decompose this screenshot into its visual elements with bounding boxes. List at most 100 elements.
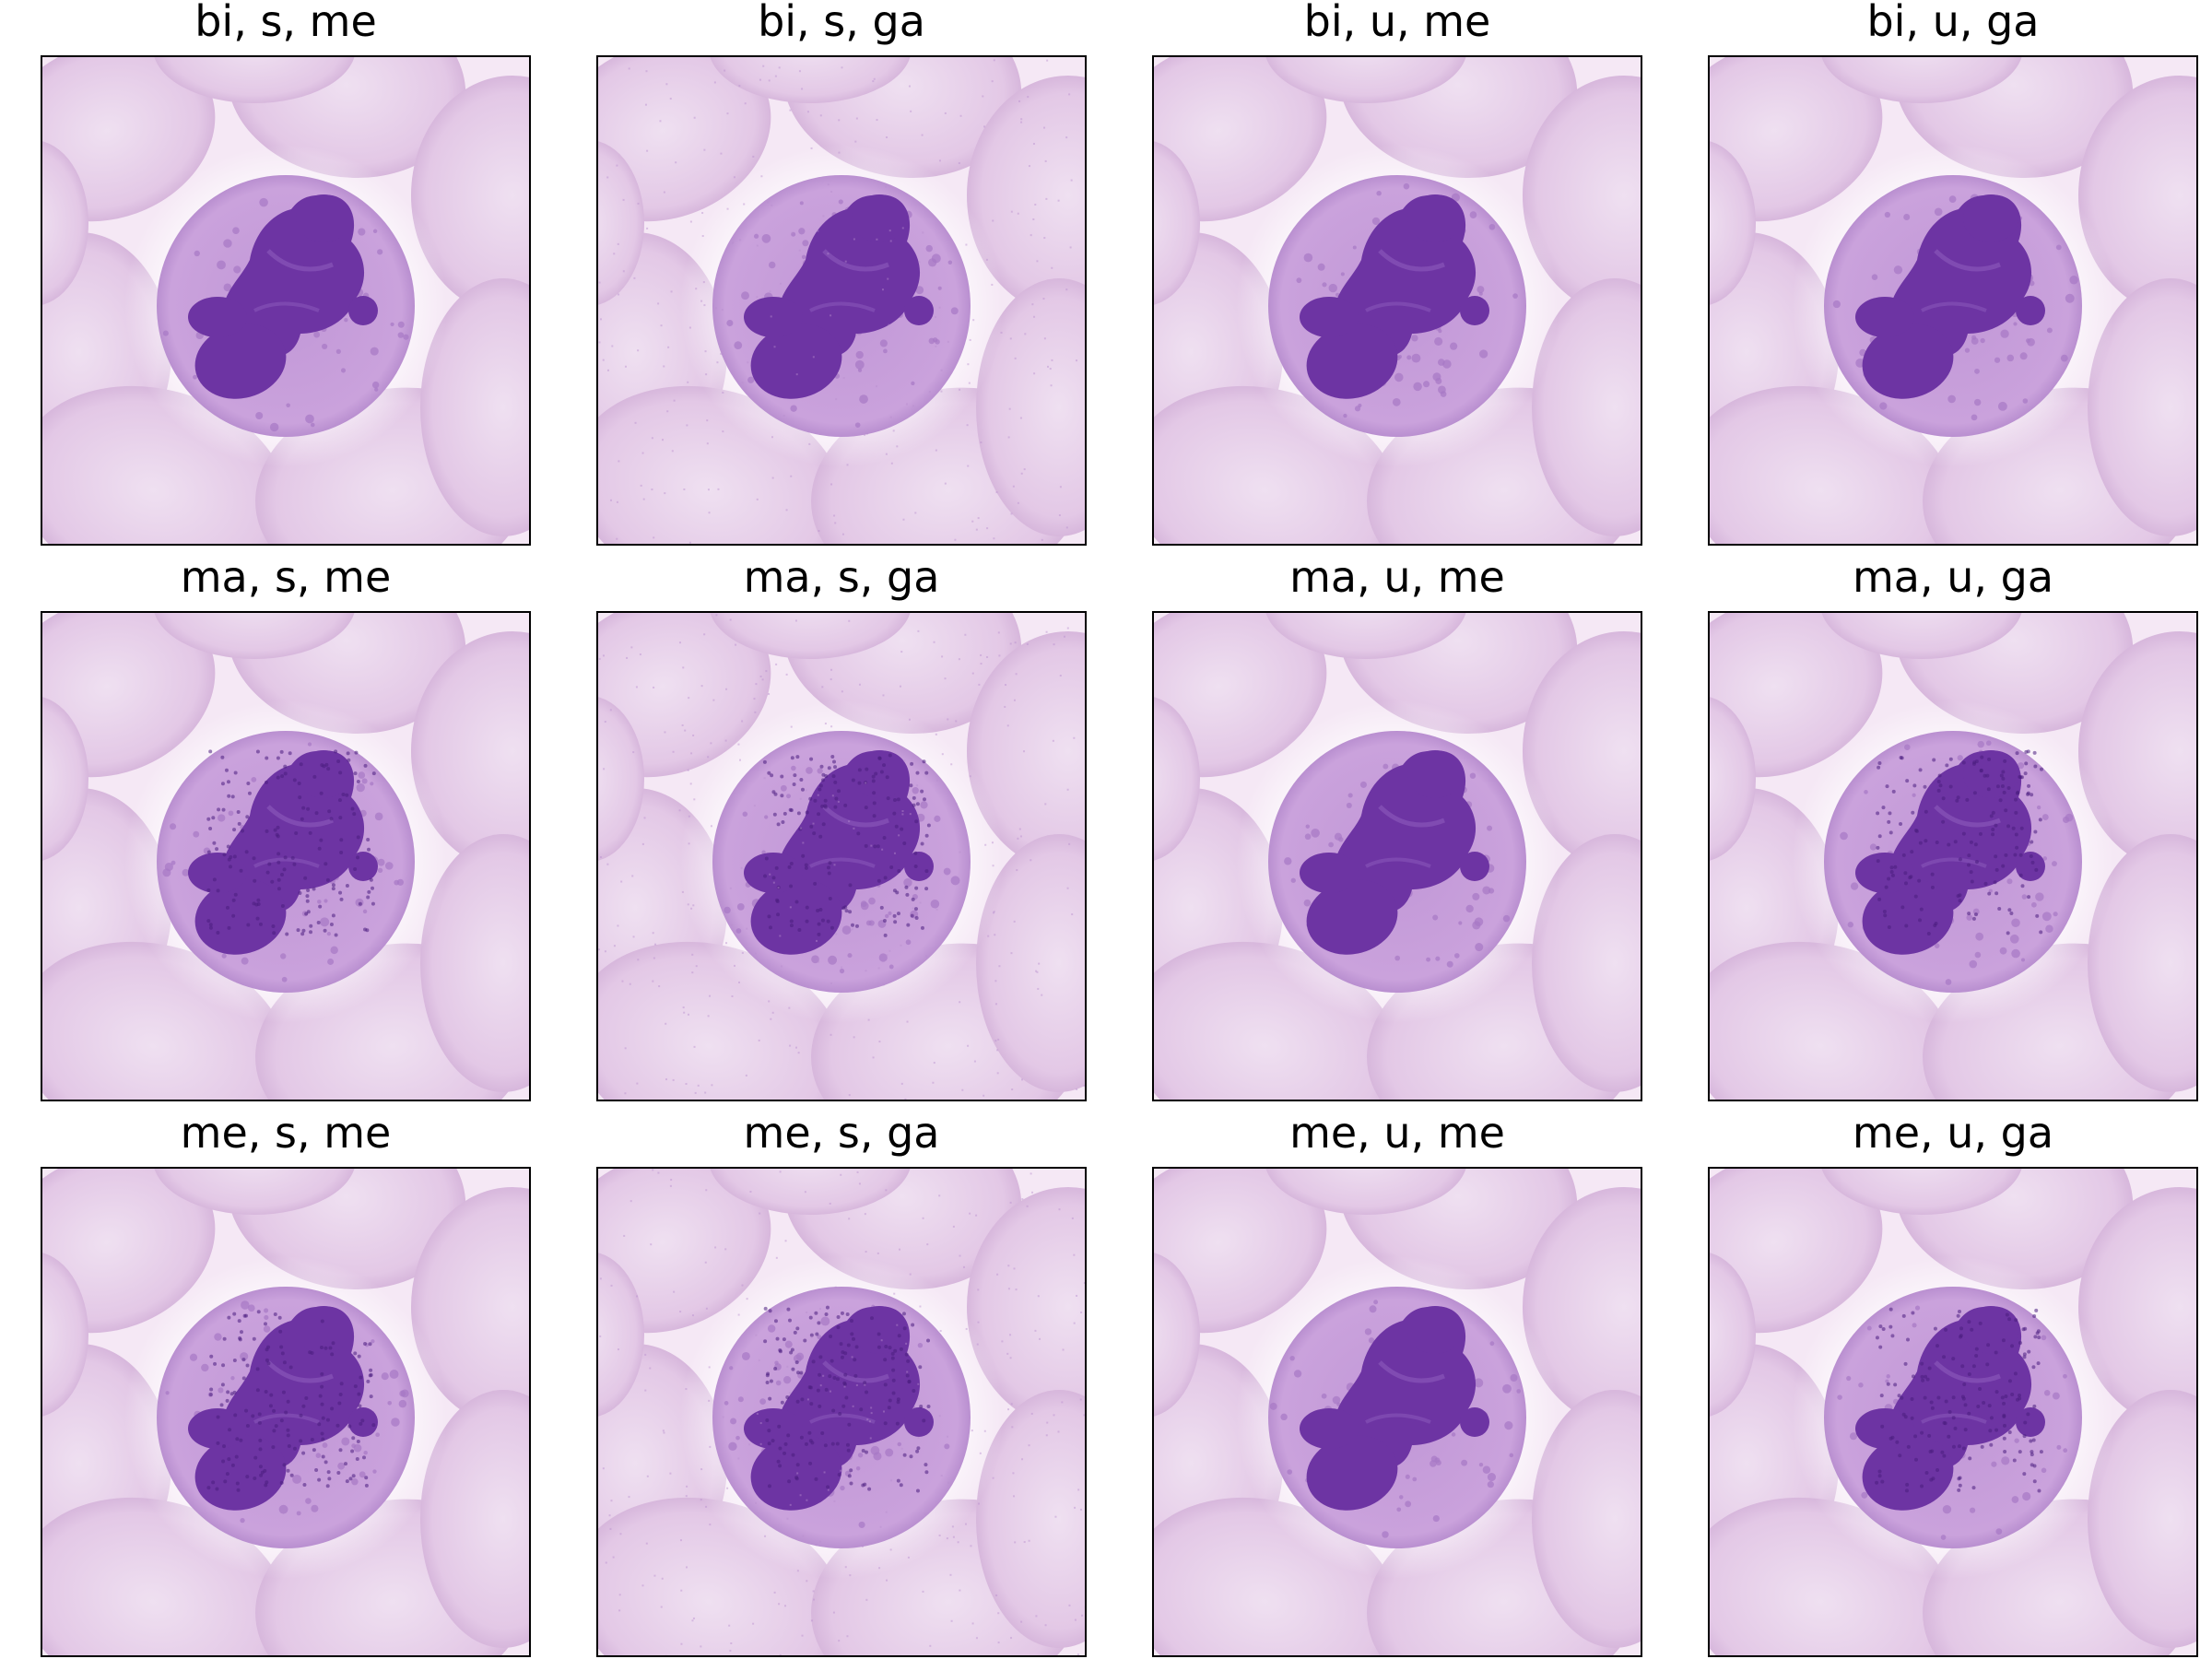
artifact-dot — [2001, 864, 2006, 868]
artifact-dot — [895, 1421, 900, 1426]
noise-speck — [749, 1190, 752, 1193]
red-blood-cell — [1710, 1253, 1756, 1417]
noise-speck — [644, 1353, 647, 1356]
noise-speck — [802, 841, 805, 844]
noise-speck — [664, 731, 666, 734]
granule — [322, 1442, 328, 1449]
artifact-dot — [854, 1345, 859, 1349]
noise-speck — [1041, 538, 1043, 541]
artifact-dot — [793, 773, 797, 778]
noise-speck — [658, 985, 661, 988]
artifact-dot — [255, 749, 260, 754]
noise-speck — [935, 449, 937, 452]
nucleus — [188, 194, 378, 399]
noise-speck — [1019, 417, 1022, 419]
artifact-dot — [790, 756, 794, 760]
noise-speck — [740, 866, 743, 869]
noise-speck — [1036, 971, 1039, 973]
granule — [372, 229, 378, 233]
noise-speck — [983, 1430, 986, 1432]
noise-speck — [878, 1041, 881, 1043]
noise-speck — [618, 293, 620, 296]
noise-speck — [1044, 803, 1047, 806]
artifact-dot — [1879, 1394, 1884, 1398]
granule — [839, 968, 845, 974]
artifact-dot — [298, 890, 302, 895]
noise-speck — [959, 1001, 961, 1004]
granule — [1995, 1528, 2003, 1535]
noise-speck — [1006, 724, 1009, 727]
noise-speck — [693, 1045, 696, 1048]
granule — [1335, 292, 1340, 298]
artifact-dot — [1967, 863, 1971, 867]
granule — [337, 1462, 346, 1470]
noise-speck — [992, 865, 994, 867]
artifact-dot — [2023, 771, 2028, 776]
noise-speck — [858, 1182, 861, 1185]
artifact-dot — [1988, 1429, 1993, 1433]
artifact-dot — [309, 924, 313, 928]
noise-speck — [629, 1200, 632, 1203]
granule — [734, 341, 743, 350]
granule — [802, 240, 809, 247]
artifact-dot — [818, 787, 822, 792]
granule — [897, 1441, 901, 1447]
noise-speck — [738, 759, 741, 761]
noise-speck — [759, 1212, 761, 1215]
noise-speck — [919, 901, 922, 904]
noise-speck — [773, 346, 776, 348]
red-blood-cell — [2088, 834, 2196, 1092]
noise-speck — [1035, 1615, 1038, 1618]
noise-speck — [687, 903, 689, 906]
artifact-dot — [282, 1360, 287, 1365]
artifact-dot — [320, 1431, 324, 1436]
artifact-dot — [2002, 1423, 2006, 1428]
artifact-dot — [2006, 785, 2011, 790]
noise-speck — [654, 943, 657, 946]
artifact-dot — [1912, 783, 1917, 788]
red-blood-cell — [782, 613, 1022, 735]
artifact-dot — [219, 1403, 224, 1407]
noise-speck — [1080, 1311, 1083, 1313]
artifact-dot — [272, 1429, 276, 1433]
granule — [1964, 347, 1971, 353]
artifact-dot — [371, 901, 375, 906]
granule — [247, 1304, 255, 1312]
artifact-dot — [257, 1412, 262, 1417]
granule — [870, 1445, 880, 1455]
noise-speck — [662, 1430, 665, 1432]
noise-speck — [1073, 736, 1076, 739]
noise-speck — [1009, 642, 1012, 645]
granule — [1328, 841, 1334, 848]
artifact-dot — [787, 1479, 792, 1484]
granule — [281, 976, 288, 982]
noise-speck — [653, 536, 655, 539]
noise-speck — [669, 1184, 672, 1187]
artifact-dot — [840, 1311, 844, 1315]
noise-speck — [769, 873, 771, 876]
artifact-dot — [844, 1395, 849, 1400]
granule — [1997, 401, 2007, 411]
noise-speck — [1018, 100, 1021, 102]
noise-speck — [993, 537, 995, 540]
noise-speck — [1070, 179, 1073, 182]
artifact-dot — [865, 1390, 869, 1394]
artifact-dot — [1911, 810, 1915, 815]
noise-speck — [907, 1556, 910, 1559]
artifact-dot — [1958, 1476, 1962, 1480]
artifact-dot — [2002, 790, 2006, 794]
noise-speck — [916, 784, 919, 787]
noise-speck — [994, 980, 997, 982]
artifact-dot — [808, 1439, 813, 1443]
noise-speck — [682, 666, 685, 669]
artifact-dot — [794, 1360, 799, 1365]
granule — [310, 422, 315, 428]
granule — [724, 1401, 729, 1406]
granule — [1991, 1461, 1997, 1467]
granule — [2000, 329, 2009, 338]
noise-speck — [726, 112, 729, 115]
noise-speck — [665, 1078, 667, 1081]
noise-speck — [867, 1018, 870, 1021]
granule — [370, 347, 379, 356]
noise-speck — [729, 618, 732, 621]
